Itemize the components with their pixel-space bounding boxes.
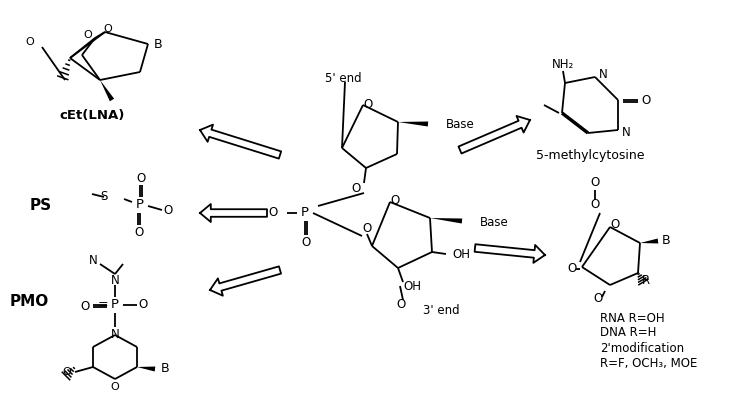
Text: N: N [110,273,119,286]
Text: O: O [590,199,600,211]
Polygon shape [430,218,462,224]
Text: Base: Base [480,216,509,229]
Text: 5-methylcytosine: 5-methylcytosine [536,149,644,162]
Polygon shape [100,80,114,101]
Text: O: O [362,222,372,235]
Text: P: P [111,299,119,312]
Text: O: O [63,367,71,377]
Text: N: N [88,254,97,267]
Text: B: B [160,363,169,376]
Text: DNA R=H: DNA R=H [600,327,657,339]
Polygon shape [137,367,155,371]
Text: O: O [80,299,90,312]
Text: 2'modification: 2'modification [600,342,684,354]
Text: OH: OH [403,280,421,293]
Text: O: O [138,299,148,312]
Text: Base: Base [446,118,475,132]
Text: R=F, OCH₃, MOE: R=F, OCH₃, MOE [600,357,698,369]
Text: S: S [100,190,107,203]
Text: B: B [154,38,163,51]
Text: O: O [110,382,119,392]
Text: 3' end: 3' end [423,305,459,318]
Text: =: = [98,299,108,312]
Text: N: N [622,126,630,139]
Text: P: P [301,207,309,220]
Text: OH: OH [452,248,470,260]
Text: O: O [641,94,651,107]
Text: O: O [610,218,620,231]
Text: O: O [590,177,600,190]
Text: O: O [26,37,35,47]
Text: O: O [136,173,146,186]
Text: N: N [598,68,607,81]
Polygon shape [640,239,658,243]
Text: PS: PS [30,198,52,213]
Text: O: O [135,226,144,239]
Text: O: O [593,293,603,305]
Text: O: O [84,30,93,40]
Text: 5' end: 5' end [325,71,361,85]
Text: RNA R=OH: RNA R=OH [600,312,665,325]
Text: O: O [390,194,400,207]
Text: PMO: PMO [10,295,49,310]
Text: O: O [104,24,113,34]
Text: R: R [642,275,650,288]
Text: N: N [110,329,119,342]
Text: NH₂: NH₂ [552,58,574,71]
Text: P: P [136,199,144,211]
Text: O: O [567,263,576,275]
Text: cEt(LNA): cEt(LNA) [60,109,124,122]
Text: B: B [662,235,670,248]
Text: O: O [364,98,372,111]
Polygon shape [398,122,428,126]
Text: O: O [269,207,277,220]
Text: O: O [301,237,311,250]
Text: O: O [397,299,406,312]
Text: O: O [163,205,173,218]
Text: O: O [351,182,361,196]
